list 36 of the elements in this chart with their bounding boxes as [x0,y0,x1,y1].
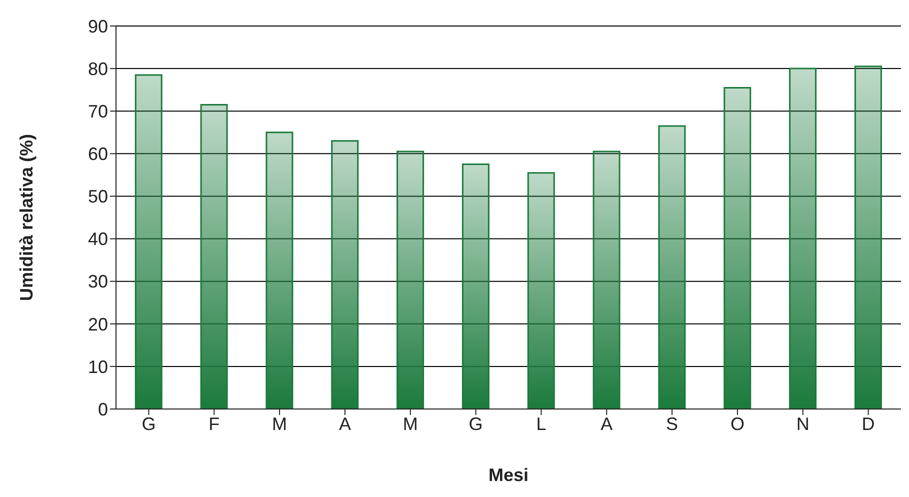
x-tick-label: A [338,414,351,434]
bar [134,74,162,409]
x-tick-label: L [536,414,546,434]
bar [527,172,555,409]
x-tick-label: N [796,414,810,434]
bar [266,132,294,409]
x-tick-label: G [142,414,156,434]
y-axis-title: Umidità relativa (%) [16,134,36,302]
x-tick-label: S [666,414,678,434]
x-tick-label: A [600,414,613,434]
x-tick-label: F [208,414,220,434]
y-tick-label: 0 [98,399,108,420]
y-tick-label: 90 [88,16,108,36]
bar [200,104,228,409]
y-tick-label: 10 [88,356,108,377]
y-tick-label: 40 [88,229,108,250]
y-tick-label: 30 [88,272,108,292]
bar [724,86,752,409]
bar [592,150,620,409]
y-tick-label: 50 [88,186,108,207]
x-tick-label: M [272,414,288,434]
bar [658,125,686,409]
x-tick-label: D [862,414,875,434]
y-tick-label: 70 [88,102,108,122]
bar [331,140,359,409]
y-tick-label: 80 [88,58,108,79]
x-tick-label: G [468,414,483,434]
bar [789,68,817,409]
y-tick-label: 60 [88,144,108,164]
x-tick-label: O [730,414,744,434]
x-axis-title: Mesi [488,465,529,485]
y-tick-label: 20 [88,314,108,334]
bar [462,164,490,409]
x-tick-label: M [402,414,418,434]
bar [396,150,424,409]
bar [854,66,882,409]
